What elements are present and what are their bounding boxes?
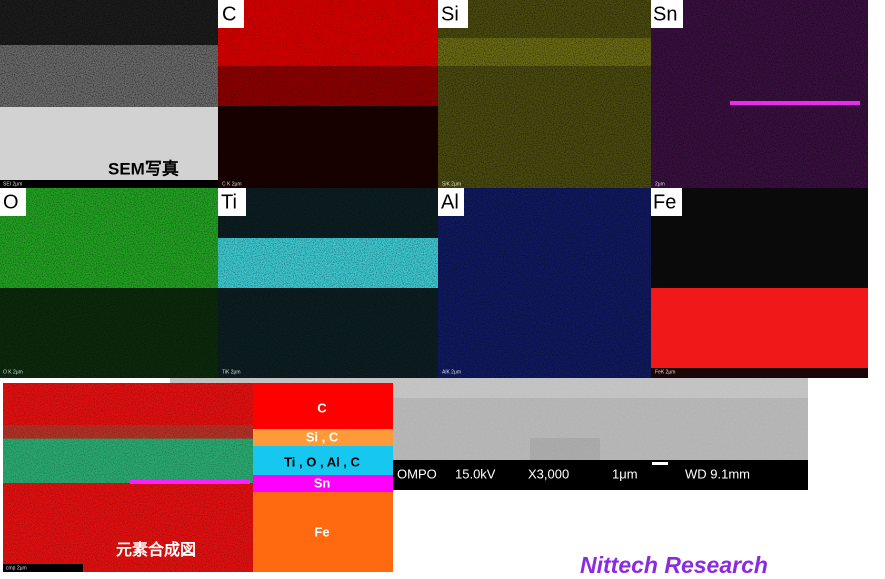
figure: OMPO 15.0kV X3,000 1μm WD 9.1mm SEM写真 SE… [0, 0, 885, 579]
scale-label: FeK 2μm [655, 369, 675, 375]
panel-si: Si SiK 2μm [438, 0, 651, 188]
panel-label: Ti [221, 191, 237, 213]
panel-label: C [222, 3, 236, 25]
watermark: Nittech Research [580, 552, 768, 578]
layer-legend: C Si , C Ti , O , Al , C Sn Fe [253, 383, 393, 572]
scale-label: SiK 2μm [442, 181, 461, 187]
panel-c: C C K 2μm [218, 0, 438, 188]
composite-image: cmp 2μm 元素合成図 [3, 383, 253, 572]
scale-label: 2μm [655, 181, 665, 187]
sem-info: 15.0kV [455, 466, 496, 481]
sem-info: OMPO [397, 466, 437, 481]
panel-ti: Ti TiK 2μm [218, 188, 438, 378]
legend-label: Ti , O , Al , C [284, 454, 360, 469]
scale-label: O K 2μm [3, 369, 23, 375]
panel-label: Sn [653, 3, 677, 25]
panel-label: Al [441, 191, 459, 213]
panel-fe: Fe FeK 2μm [651, 188, 868, 378]
panel-o: O O K 2μm [0, 188, 218, 378]
panel-label: O [3, 191, 19, 213]
panel-label: Fe [653, 191, 676, 213]
scale-label: AlK 2μm [442, 369, 461, 375]
panel-sn: Sn 2μm [651, 0, 868, 188]
scale-label: C K 2μm [222, 181, 242, 187]
legend-label: Sn [314, 475, 331, 490]
sem-info: WD 9.1mm [685, 466, 750, 481]
sem-info: X3,000 [528, 466, 569, 481]
scale-label: cmp 2μm [6, 565, 27, 571]
legend-label: Fe [314, 524, 329, 539]
panel-label: Si [441, 3, 459, 25]
panel-al: Al AlK 2μm [438, 188, 651, 378]
scale-label: TiK 2μm [222, 369, 241, 375]
composite-label: 元素合成図 [116, 540, 196, 559]
legend-label: Si , C [306, 429, 339, 444]
panel-label: SEM写真 [108, 158, 179, 178]
panel-sem: SEM写真 SEI 2μm [0, 0, 218, 188]
sem-info: 1μm [612, 466, 638, 481]
scale-label: SEI 2μm [3, 181, 22, 187]
legend-label: C [317, 400, 327, 415]
